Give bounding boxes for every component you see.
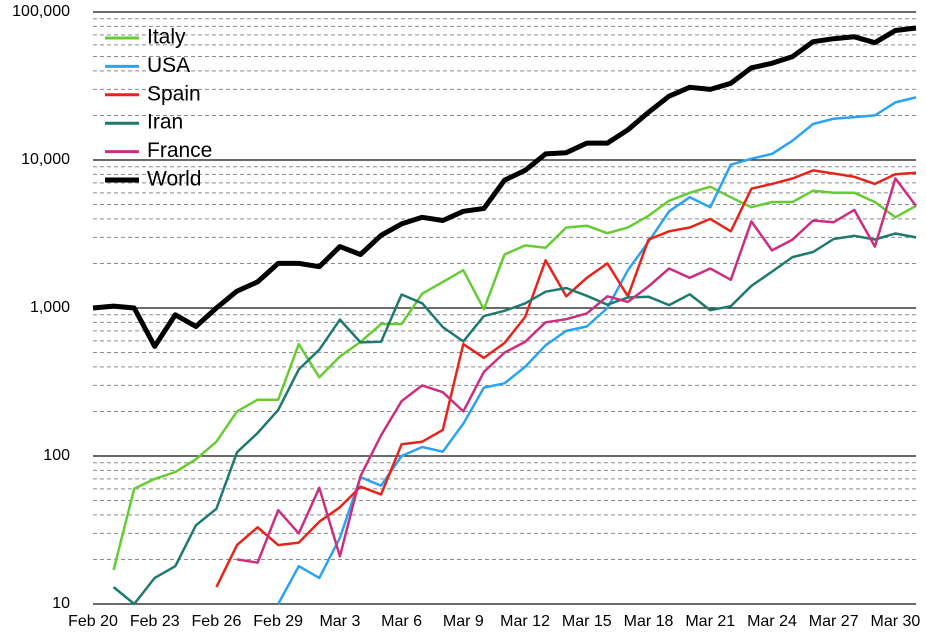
series-line [92, 25, 917, 349]
x-tick-label: Mar 27 [809, 613, 859, 630]
y-tick-label: 10 [52, 595, 70, 612]
x-tick-label: Feb 29 [253, 613, 303, 630]
legend-label: France [147, 139, 212, 162]
series-line [215, 169, 917, 588]
x-tick-label: Mar 15 [562, 613, 612, 630]
legend-label: Spain [147, 82, 201, 105]
x-tick-label: Mar 24 [747, 613, 797, 630]
y-tick-label: 100,000 [12, 3, 70, 20]
legend-label: Iran [147, 111, 183, 134]
legend-label: Italy [147, 26, 186, 49]
x-tick-label: Mar 9 [443, 613, 484, 630]
y-tick-label: 1,000 [30, 299, 70, 316]
x-tick-label: Mar 12 [500, 613, 550, 630]
y-tick-label: 10,000 [21, 151, 70, 168]
x-tick-label: Mar 21 [685, 613, 735, 630]
x-tick-label: Mar 30 [871, 613, 921, 630]
series-line [112, 185, 917, 571]
series-line [112, 232, 917, 606]
y-tick-label: 100 [43, 447, 70, 464]
x-tick-label: Mar 3 [319, 613, 360, 630]
series-line [277, 96, 917, 605]
legend-label: USA [147, 54, 190, 77]
x-tick-label: Mar 18 [624, 613, 674, 630]
legend-label: World [147, 168, 201, 191]
x-tick-label: Feb 20 [68, 613, 118, 630]
series-line [236, 177, 917, 564]
x-tick-label: Feb 23 [130, 613, 180, 630]
x-tick-label: Mar 6 [381, 613, 422, 630]
x-tick-label: Feb 26 [192, 613, 242, 630]
